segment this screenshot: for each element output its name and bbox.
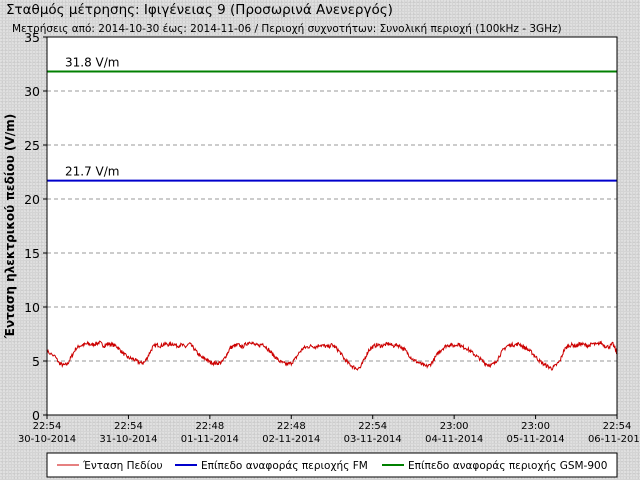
x-tick-time: 22:48 xyxy=(277,421,306,432)
legend-label: Επίπεδο αναφοράς περιοχής FM xyxy=(201,460,368,472)
legend-label: Επίπεδο αναφοράς περιοχής GSM-900 xyxy=(408,460,607,472)
plot-frame xyxy=(46,36,618,416)
y-tick-label: 0 xyxy=(32,408,40,423)
x-tick-date: 03-11-2014 xyxy=(344,434,402,445)
legend: Ένταση Πεδίου Επίπεδο αναφοράς περιοχής F… xyxy=(46,452,618,478)
series-layer xyxy=(46,340,618,371)
legend-label: Ένταση Πεδίου xyxy=(82,460,163,472)
x-tick-time: 22:54 xyxy=(603,421,632,432)
x-tick-time: 23:00 xyxy=(440,421,469,432)
reference-line-label: 21.7 V/m xyxy=(65,165,119,179)
series-field-strength-line xyxy=(46,340,618,371)
y-tick-label: 15 xyxy=(24,246,40,261)
x-tick-time: 22:54 xyxy=(114,421,143,432)
y-tick-label: 35 xyxy=(24,30,40,45)
x-tick-date: 04-11-2014 xyxy=(425,434,483,445)
x-tick-date: 06-11-2014 xyxy=(588,434,640,445)
x-tick-time: 22:48 xyxy=(195,421,224,432)
x-tick-date: 05-11-2014 xyxy=(507,434,565,445)
y-tick-label: 5 xyxy=(32,354,40,369)
chart-title: Σταθμός μέτρησης: Ιφιγένειας 9 (Προσωριν… xyxy=(6,2,393,18)
reference-line-label: 31.8 V/m xyxy=(65,56,119,70)
y-tick-label: 30 xyxy=(24,84,40,99)
x-axis-ticks: 22:54 30-10-2014 22:54 31-10-2014 22:48 01-11… xyxy=(18,415,640,445)
y-tick-label: 25 xyxy=(24,138,40,153)
y-tick-label: 20 xyxy=(24,192,40,207)
reference-lines: 31.8 V/m 21.7 V/m xyxy=(47,56,617,182)
x-tick-time: 23:00 xyxy=(521,421,550,432)
chart-subtitle: Μετρήσεις από: 2014-10-30 έως: 2014-11-0… xyxy=(12,23,562,35)
plot-area xyxy=(47,37,617,415)
x-tick-date: 30-10-2014 xyxy=(18,434,76,445)
grid-lines xyxy=(47,90,617,362)
x-tick-time: 22:54 xyxy=(358,421,387,432)
legend-box xyxy=(46,452,618,478)
x-tick-date: 01-11-2014 xyxy=(181,434,239,445)
y-axis-label: Ένταση ηλεκτρικού πεδίου (V/m) xyxy=(3,114,17,339)
y-tick-label: 10 xyxy=(24,300,40,315)
y-axis-ticks: 0 5 10 15 20 25 30 35 xyxy=(24,30,47,423)
x-tick-date: 31-10-2014 xyxy=(99,434,157,445)
x-tick-date: 02-11-2014 xyxy=(262,434,320,445)
x-tick-time: 22:54 xyxy=(33,421,62,432)
